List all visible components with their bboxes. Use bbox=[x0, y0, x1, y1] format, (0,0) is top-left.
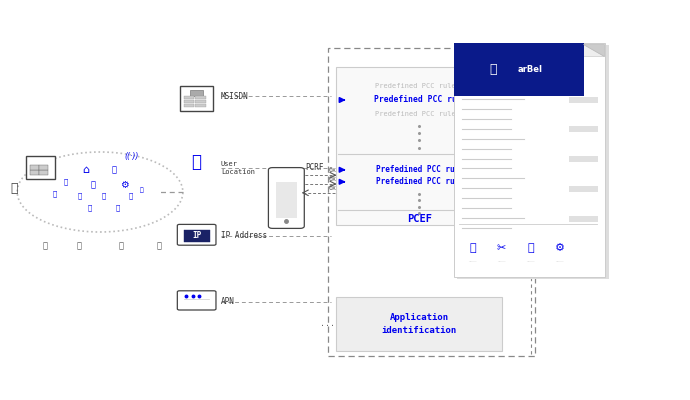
Text: ...: ... bbox=[320, 320, 335, 328]
Text: 📟: 📟 bbox=[139, 187, 144, 193]
FancyBboxPatch shape bbox=[39, 165, 48, 170]
Text: ✂️: ✂️ bbox=[497, 243, 506, 253]
Text: 📍: 📍 bbox=[192, 153, 201, 171]
Text: PCEF: PCEF bbox=[406, 214, 432, 224]
FancyBboxPatch shape bbox=[26, 156, 55, 179]
Text: Prefedined PCC rule 1: Prefedined PCC rule 1 bbox=[376, 165, 473, 174]
Text: MSISDN: MSISDN bbox=[221, 92, 248, 101]
Text: 🧍: 🧍 bbox=[156, 242, 161, 250]
FancyBboxPatch shape bbox=[39, 170, 48, 175]
FancyBboxPatch shape bbox=[569, 97, 598, 103]
FancyBboxPatch shape bbox=[30, 165, 39, 170]
FancyBboxPatch shape bbox=[336, 297, 502, 351]
Text: arBel: arBel bbox=[518, 65, 542, 74]
FancyBboxPatch shape bbox=[195, 100, 206, 103]
Text: Predefined PCC rule 2: Predefined PCC rule 2 bbox=[373, 96, 476, 104]
FancyBboxPatch shape bbox=[268, 168, 304, 228]
Text: 🚗: 🚗 bbox=[88, 204, 92, 210]
FancyBboxPatch shape bbox=[569, 186, 598, 192]
Text: Predefined PCC rule 1: Predefined PCC rule 1 bbox=[375, 83, 464, 89]
Text: ____: ____ bbox=[555, 258, 564, 262]
Text: ((·)): ((·)) bbox=[124, 152, 138, 160]
Text: ____: ____ bbox=[469, 258, 477, 262]
Text: IP Address: IP Address bbox=[221, 231, 267, 240]
Ellipse shape bbox=[17, 152, 183, 232]
Text: 6x: 6x bbox=[328, 176, 337, 182]
Text: 🏦: 🏦 bbox=[469, 243, 476, 253]
Text: Application
identification: Application identification bbox=[382, 313, 457, 335]
Text: 🖥: 🖥 bbox=[77, 193, 81, 199]
FancyBboxPatch shape bbox=[184, 96, 194, 99]
Text: 🧍: 🧍 bbox=[118, 242, 124, 250]
Text: Predefined PCC rule 3: Predefined PCC rule 3 bbox=[375, 111, 464, 117]
Text: 🔋: 🔋 bbox=[129, 193, 133, 199]
FancyBboxPatch shape bbox=[276, 182, 297, 218]
Text: 6x: 6x bbox=[328, 185, 337, 191]
Text: 💡: 💡 bbox=[111, 166, 117, 174]
FancyBboxPatch shape bbox=[457, 45, 609, 279]
Text: ____: ____ bbox=[526, 258, 535, 262]
Text: 🧍: 🧍 bbox=[77, 242, 82, 250]
Text: 🔑: 🔑 bbox=[90, 180, 96, 189]
Text: Prefedined PCC rule 2: Prefedined PCC rule 2 bbox=[376, 177, 473, 186]
FancyBboxPatch shape bbox=[569, 156, 598, 162]
FancyBboxPatch shape bbox=[195, 104, 206, 107]
Text: User
Location: User Location bbox=[221, 161, 255, 175]
FancyBboxPatch shape bbox=[184, 104, 194, 107]
FancyBboxPatch shape bbox=[184, 230, 210, 242]
FancyBboxPatch shape bbox=[184, 100, 194, 103]
Polygon shape bbox=[583, 44, 604, 56]
FancyBboxPatch shape bbox=[336, 67, 502, 225]
Text: 📷: 📷 bbox=[53, 191, 57, 197]
Text: IP: IP bbox=[192, 231, 201, 240]
FancyBboxPatch shape bbox=[195, 96, 206, 99]
Text: ⚙: ⚙ bbox=[120, 180, 128, 190]
FancyBboxPatch shape bbox=[180, 86, 213, 111]
FancyBboxPatch shape bbox=[30, 170, 39, 175]
Text: 🖨: 🖨 bbox=[115, 204, 119, 210]
Text: 🦾: 🦾 bbox=[10, 182, 17, 194]
FancyBboxPatch shape bbox=[454, 43, 584, 96]
Text: ⚙️: ⚙️ bbox=[555, 243, 564, 253]
FancyBboxPatch shape bbox=[569, 216, 598, 222]
Text: 🛡: 🛡 bbox=[490, 63, 497, 76]
Text: ____: ____ bbox=[497, 258, 506, 262]
Text: 🔭: 🔭 bbox=[63, 179, 68, 185]
Polygon shape bbox=[583, 44, 604, 56]
Text: PCRF: PCRF bbox=[306, 164, 324, 172]
Text: 6x: 6x bbox=[328, 167, 337, 173]
Text: APN: APN bbox=[221, 297, 235, 306]
Text: 🧍: 🧍 bbox=[42, 242, 48, 250]
FancyBboxPatch shape bbox=[177, 224, 216, 245]
FancyBboxPatch shape bbox=[454, 43, 605, 277]
Text: 📶: 📶 bbox=[101, 193, 106, 199]
FancyBboxPatch shape bbox=[190, 90, 203, 96]
FancyBboxPatch shape bbox=[569, 126, 598, 132]
Text: ⌂: ⌂ bbox=[83, 165, 90, 175]
Text: 🏠: 🏠 bbox=[527, 243, 534, 253]
FancyBboxPatch shape bbox=[177, 291, 216, 310]
